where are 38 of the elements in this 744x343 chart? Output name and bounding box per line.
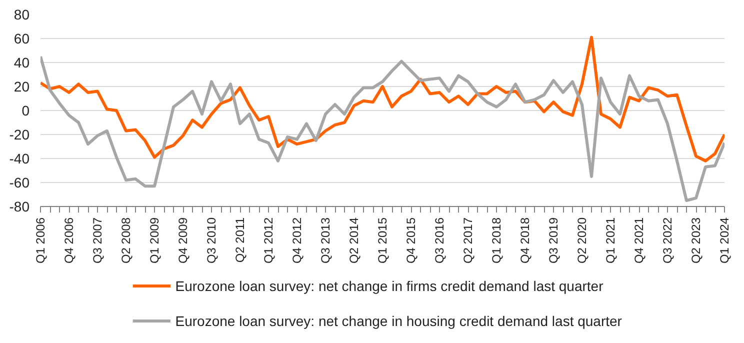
line-series bbox=[40, 55, 724, 202]
x-tick-label: Q1 2012 bbox=[262, 217, 276, 264]
y-tick-label: -20 bbox=[9, 126, 30, 142]
x-tick-label: Q3 2019 bbox=[546, 217, 560, 264]
x-tick-label: Q3 2007 bbox=[90, 217, 104, 264]
x-tick-label: Q4 2015 bbox=[404, 217, 418, 264]
y-tick-label: 0 bbox=[22, 102, 30, 118]
x-tick-label: Q2 2023 bbox=[689, 217, 703, 264]
x-tick-label: Q1 2009 bbox=[148, 217, 162, 264]
y-tick-label: 80 bbox=[14, 6, 30, 22]
x-tick-label: Q2 2011 bbox=[233, 217, 247, 263]
x-tick-label: Q1 2018 bbox=[490, 217, 504, 264]
x-tick-label: Q1 2021 bbox=[604, 217, 618, 264]
x-tick-label: Q3 2016 bbox=[432, 217, 446, 264]
x-tick-label: Q1 2015 bbox=[376, 217, 390, 264]
x-tick-label: Q4 2018 bbox=[518, 217, 532, 264]
x-tick-label: Q3 2022 bbox=[660, 217, 674, 264]
x-tick-label: Q2 2017 bbox=[461, 217, 475, 264]
x-tick-label: Q1 2024 bbox=[718, 217, 732, 264]
x-tick-label: Q2 2014 bbox=[347, 217, 361, 264]
x-tick-label: Q4 2021 bbox=[632, 217, 646, 264]
legend-label: Eurozone loan survey: net change in housing credit demand last quarter bbox=[175, 313, 622, 329]
x-tick-label: Q2 2008 bbox=[119, 217, 133, 264]
y-tick-label: 40 bbox=[14, 54, 30, 70]
y-tick-label: -80 bbox=[9, 198, 30, 214]
y-tick-label: -60 bbox=[9, 174, 30, 190]
y-tick-label: 20 bbox=[14, 78, 30, 94]
x-tick-label: Q3 2013 bbox=[318, 217, 332, 264]
x-tick-label: Q4 2009 bbox=[176, 217, 190, 264]
x-tick-label: Q3 2010 bbox=[204, 217, 218, 264]
legend-label: Eurozone loan survey: net change in firms credit demand last quarter bbox=[175, 278, 604, 294]
x-tick-label: Q4 2012 bbox=[290, 217, 304, 264]
y-tick-label: 60 bbox=[14, 30, 30, 46]
x-tick-label: Q1 2006 bbox=[34, 217, 48, 264]
y-tick-label: -40 bbox=[9, 150, 30, 166]
x-tick-label: Q2 2020 bbox=[575, 217, 589, 264]
line-series bbox=[40, 36, 724, 162]
x-tick-label: Q4 2006 bbox=[62, 217, 76, 264]
